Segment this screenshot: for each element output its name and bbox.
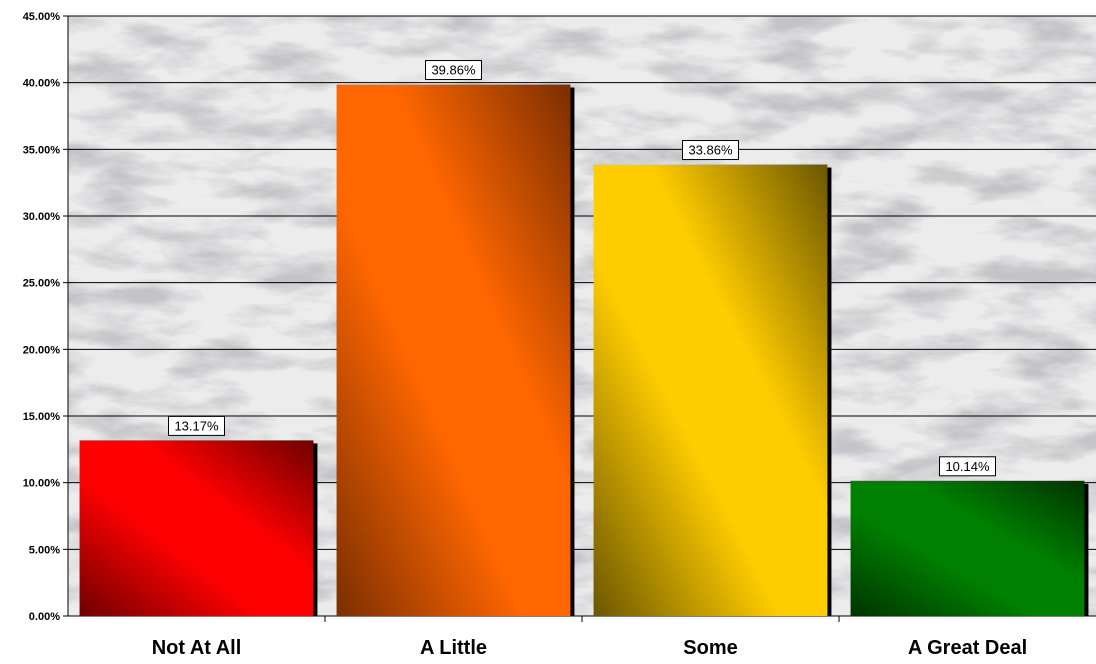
bar-a-little	[336, 84, 571, 617]
y-tick-label: 5.00%	[29, 544, 60, 556]
data-label: 33.86%	[688, 143, 733, 158]
y-tick-label: 15.00%	[23, 411, 61, 423]
data-labels: 13.17% 39.86% 33.86% 10.14%	[168, 60, 996, 477]
y-tick-label: 20.00%	[23, 344, 61, 356]
data-label: 10.14%	[945, 459, 990, 474]
data-label-box	[682, 140, 739, 161]
x-tick-label: A Great Deal	[908, 637, 1027, 659]
y-tick-label: 35.00%	[23, 144, 61, 156]
bar-some	[593, 164, 828, 617]
x-tick-label: Not At All	[152, 637, 242, 659]
gridlines	[68, 15, 1096, 550]
y-tick-label: 25.00%	[23, 278, 61, 290]
data-label-box	[939, 456, 996, 477]
y-tick-label: 40.00%	[23, 78, 61, 90]
y-axis-ticks: 0.00% 5.00% 10.00% 15.00% 20.00% 25.00% 30.00%…	[23, 11, 68, 623]
bars	[79, 84, 1089, 617]
y-tick-label: 45.00%	[23, 11, 61, 23]
x-axis-labels: Not At All A Little Some A Great Deal	[152, 637, 1027, 659]
bar-a-great-deal	[850, 480, 1085, 616]
x-tick-label: A Little	[420, 637, 487, 659]
data-label-box	[425, 60, 482, 81]
data-label: 39.86%	[431, 63, 476, 78]
y-tick-label: 30.00%	[23, 211, 61, 223]
data-label: 13.17%	[174, 418, 219, 433]
data-label-box	[168, 415, 225, 436]
x-tick-label: Some	[683, 637, 737, 659]
bar-not-at-all	[79, 440, 314, 616]
y-tick-label: 0.00%	[29, 611, 60, 623]
y-tick-label: 10.00%	[23, 478, 61, 490]
